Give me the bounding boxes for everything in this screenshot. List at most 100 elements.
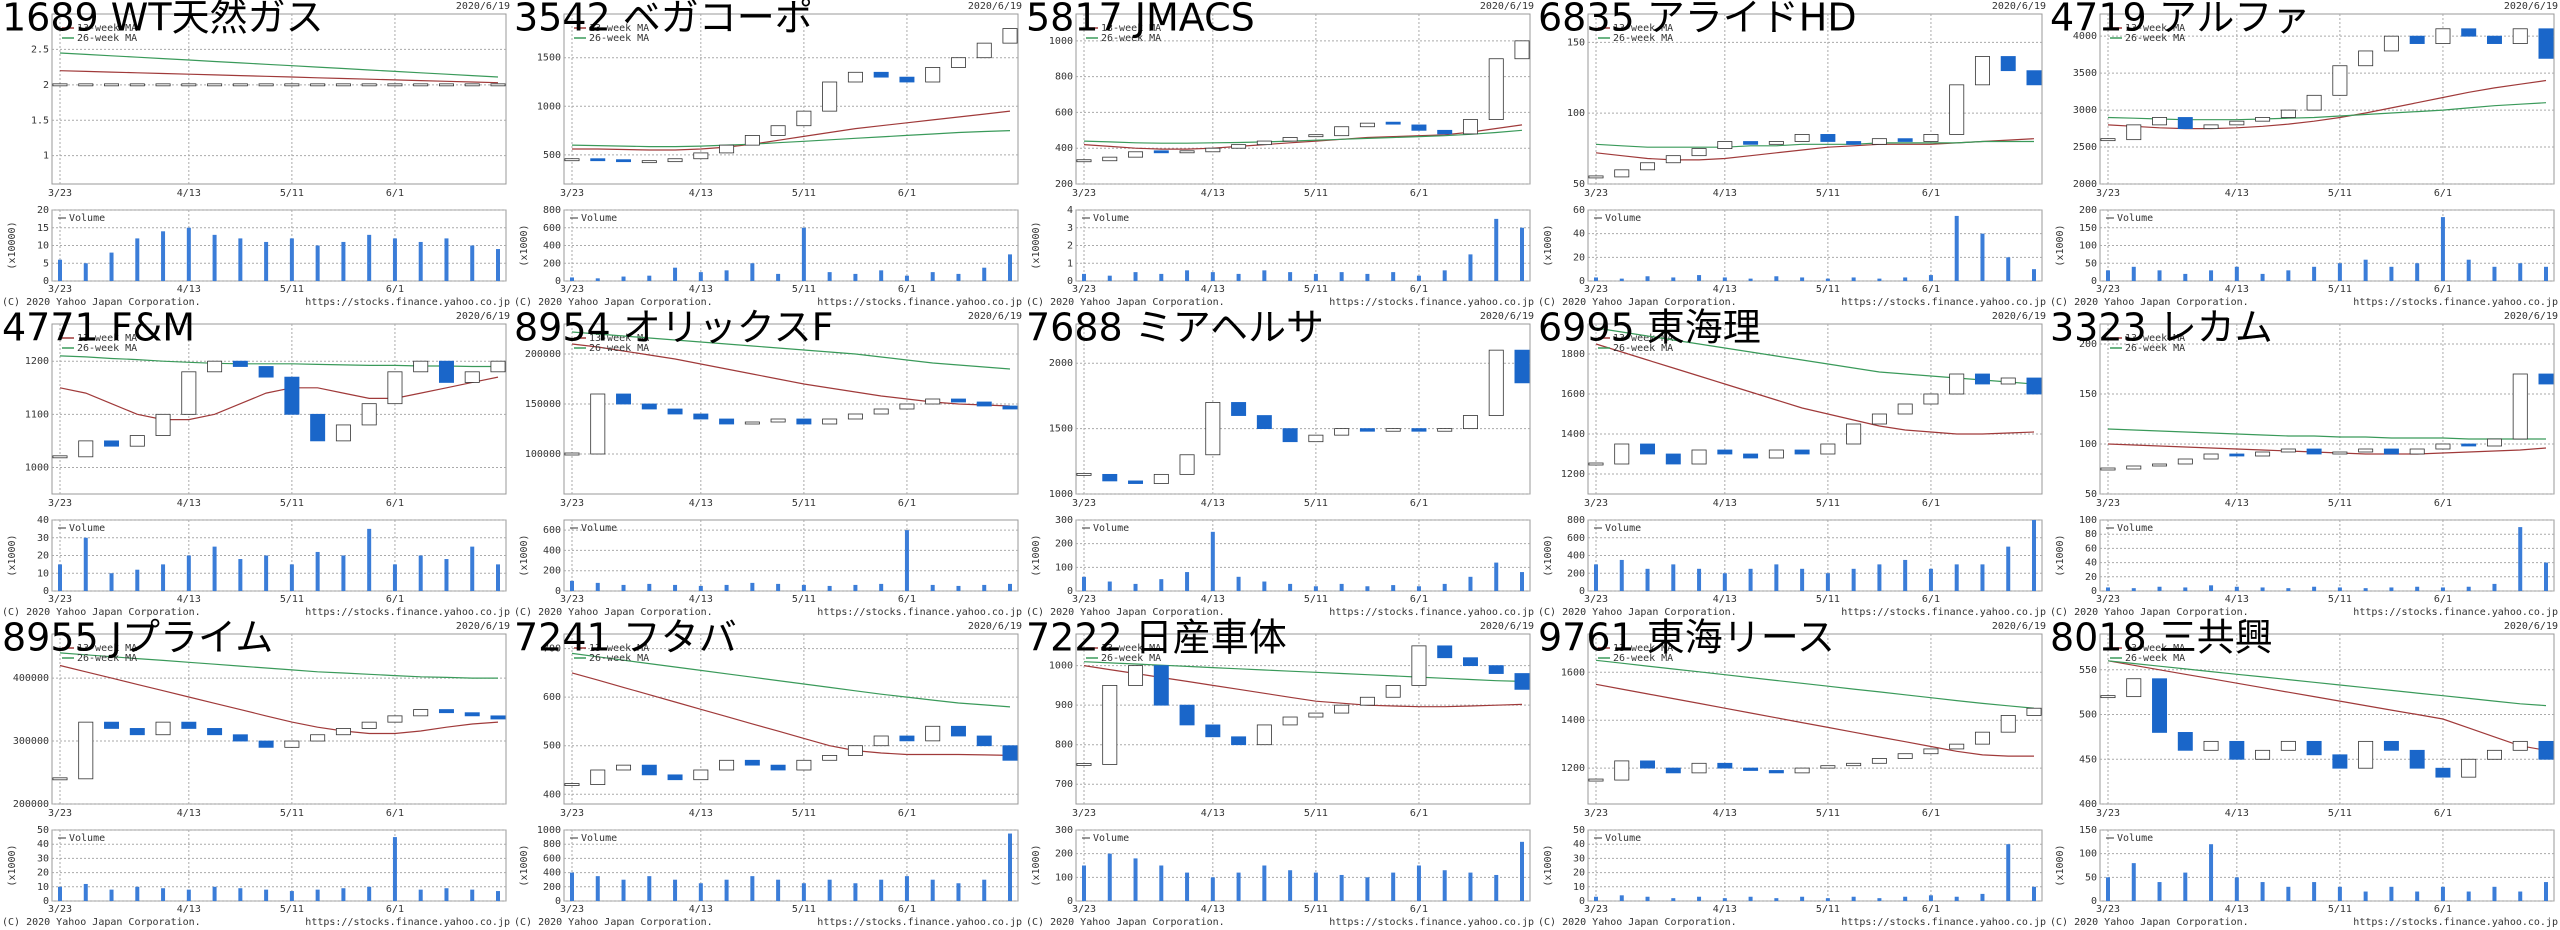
volume-tick-label: 1000 [537, 825, 561, 836]
volume-bar [1903, 277, 1908, 281]
x-tick-label: 6/1 [898, 284, 916, 295]
candle [1205, 402, 1221, 456]
price-panel [563, 13, 1019, 185]
volume-bar [776, 273, 781, 281]
x-tick-label: 4/13 [1201, 594, 1225, 605]
stock-chart: 400 500 600 700 0 200 400 600 800 1000 3/23 3/23 4/1… [514, 616, 1022, 929]
volume-bar [1825, 573, 1830, 591]
chart-title: 6835 アライドHD [1538, 0, 1857, 40]
volume-tick-label: 40 [1573, 839, 1585, 850]
candle [232, 734, 248, 742]
candle [2126, 678, 2142, 698]
volume-bar [853, 584, 858, 591]
volume-bar [1391, 872, 1396, 901]
chart-date: 2020/6/19 [456, 1, 510, 12]
candle [1282, 137, 1298, 142]
candle [2000, 377, 2016, 385]
volume-bar [1697, 896, 1702, 901]
candle [1614, 443, 1630, 465]
candle [925, 398, 941, 405]
volume-bar [1980, 564, 1985, 591]
volume-tick-label: 400 [543, 868, 561, 879]
candle [1437, 645, 1453, 659]
stock-chart: 400 450 500 550 0 50 100 150 3/23 3/23 4/13 4/13 5/1… [2050, 616, 2558, 929]
volume-bar [2337, 587, 2342, 591]
x-tick-label: 3/23 [48, 188, 72, 199]
volume-bar [1288, 870, 1293, 901]
candle [1128, 151, 1144, 158]
volume-label: Volume [1605, 523, 1641, 534]
candle [1179, 150, 1195, 154]
volume-bar [647, 583, 652, 591]
candle [387, 371, 403, 405]
volume-tick-label: 200 [1055, 849, 1073, 860]
candle [129, 728, 145, 736]
x-tick-label: 4/13 [1201, 498, 1225, 509]
candle [2100, 138, 2116, 142]
candle [1102, 684, 1118, 765]
volume-panel [2099, 209, 2555, 282]
volume-bar [2006, 257, 2011, 281]
volume-bar [595, 876, 600, 901]
volume-bar [904, 275, 909, 281]
volume-tick-label: 0 [555, 896, 561, 907]
legend-label: 26-week MA [1613, 343, 1673, 354]
x-tick-label: 4/13 [177, 594, 201, 605]
y-tick-label: 200000 [525, 349, 561, 360]
source-url: https://stocks.finance.yahoo.co.jp [817, 297, 1022, 308]
volume-panel [563, 209, 1019, 282]
y-tick-label: 400 [1055, 143, 1073, 154]
candle [1102, 156, 1118, 162]
x-tick-label: 3/23 [1072, 904, 1096, 915]
volume-bar [982, 879, 987, 901]
chart-title: 8018 三共興 [2050, 616, 2273, 660]
price-panel [1587, 323, 2043, 495]
volume-bar [647, 876, 652, 901]
candle [2152, 463, 2168, 467]
volume-bar [879, 879, 884, 901]
x-tick-label: 6/1 [1922, 808, 1940, 819]
candle [232, 360, 248, 367]
candle [2100, 467, 2116, 471]
candle [1128, 480, 1144, 484]
candle [1076, 159, 1092, 163]
volume-tick-label: 10 [37, 568, 49, 579]
volume-bar [2183, 587, 2188, 591]
candle [2026, 377, 2042, 395]
x-tick-label: 4/13 [689, 594, 713, 605]
volume-tick-label: 0 [43, 586, 49, 597]
candle [1205, 147, 1221, 153]
volume-tick-label: 4 [1067, 205, 1073, 216]
volume-bar [1262, 270, 1267, 281]
volume-bar [1954, 215, 1959, 281]
volume-bar [2363, 588, 2368, 591]
chart-title: 3542 ベガコーポ [514, 0, 813, 40]
moving-average [59, 70, 499, 84]
volume-bar [621, 584, 626, 591]
candle [2538, 740, 2554, 760]
volume-bar [1107, 853, 1112, 901]
legend-label: 26-week MA [589, 343, 649, 354]
candle [2306, 448, 2322, 455]
moving-average [571, 652, 1011, 708]
volume-bar [621, 276, 626, 281]
candle [770, 764, 786, 771]
candle [1282, 716, 1298, 726]
x-tick-label: 3/23 [1072, 498, 1096, 509]
x-tick-label: 5/11 [1816, 594, 1840, 605]
legend-label: 26-week MA [1101, 33, 1161, 44]
volume-bar [1210, 877, 1215, 901]
y-tick-label: 400000 [13, 673, 49, 684]
candle [155, 721, 171, 736]
volume-bar [341, 241, 346, 281]
volume-bar [982, 584, 987, 591]
candle [1308, 434, 1324, 443]
volume-tick-label: 300 [1055, 825, 1073, 836]
volume-bar [2518, 891, 2523, 901]
candle [1871, 758, 1887, 764]
y-tick-label: 1.5 [31, 115, 49, 126]
source-url: https://stocks.finance.yahoo.co.jp [2353, 607, 2558, 618]
chart-title: 6995 東海理 [1538, 306, 1761, 350]
volume-panel [1587, 829, 2043, 902]
volume-bar [186, 227, 191, 281]
